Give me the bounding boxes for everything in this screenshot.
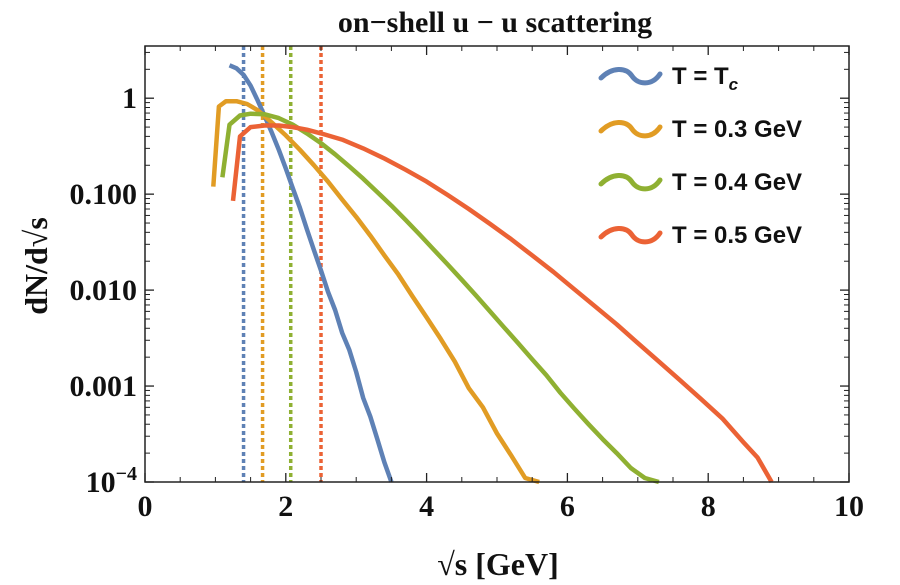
y-axis-label: dN/d√s — [18, 217, 54, 315]
x-tick-label: 2 — [278, 490, 293, 523]
plot-frame — [144, 45, 850, 483]
y-axis-ticks: 1 0.100 0.010 0.001 10−4 — [70, 51, 849, 499]
threshold-lines — [241, 46, 323, 482]
x-axis-label: √s [GeV] — [437, 546, 559, 582]
legend-label-4: T = 0.5 GeV — [672, 222, 802, 249]
x-tick-label: 8 — [701, 490, 716, 523]
legend-swatch-4 — [598, 226, 663, 245]
x-tick-label: 6 — [560, 490, 575, 523]
series-line-4 — [230, 123, 774, 484]
series-lines — [211, 63, 774, 485]
x-axis-ticks: 0 2 4 6 8 10 — [138, 46, 864, 523]
legend-label-2: T = 0.3 GeV — [672, 116, 802, 143]
legend-swatch-3 — [598, 173, 663, 192]
x-tick-label: 10 — [834, 490, 864, 523]
legend-swatch-2 — [598, 120, 663, 139]
legend-swatch-1 — [598, 67, 663, 86]
x-tick-label: 4 — [419, 490, 434, 523]
chart-title: on−shell u − u scattering — [338, 6, 652, 39]
legend-label-1: T = Tc — [672, 63, 739, 94]
y-tick-label: 10−4 — [86, 463, 137, 499]
series-line-1 — [228, 63, 394, 483]
series-line-2 — [211, 98, 540, 485]
y-tick-label: 0.100 — [70, 178, 138, 211]
legend: T = Tc T = 0.3 GeV T = 0.4 GeV T = 0.5 GeV — [598, 63, 802, 249]
y-tick-label: 1 — [122, 82, 137, 115]
series-line-3 — [220, 111, 660, 485]
x-tick-label: 0 — [138, 490, 153, 523]
y-tick-label: 0.001 — [70, 370, 138, 403]
y-tick-label: 0.010 — [70, 274, 138, 307]
legend-label-3: T = 0.4 GeV — [672, 169, 802, 196]
